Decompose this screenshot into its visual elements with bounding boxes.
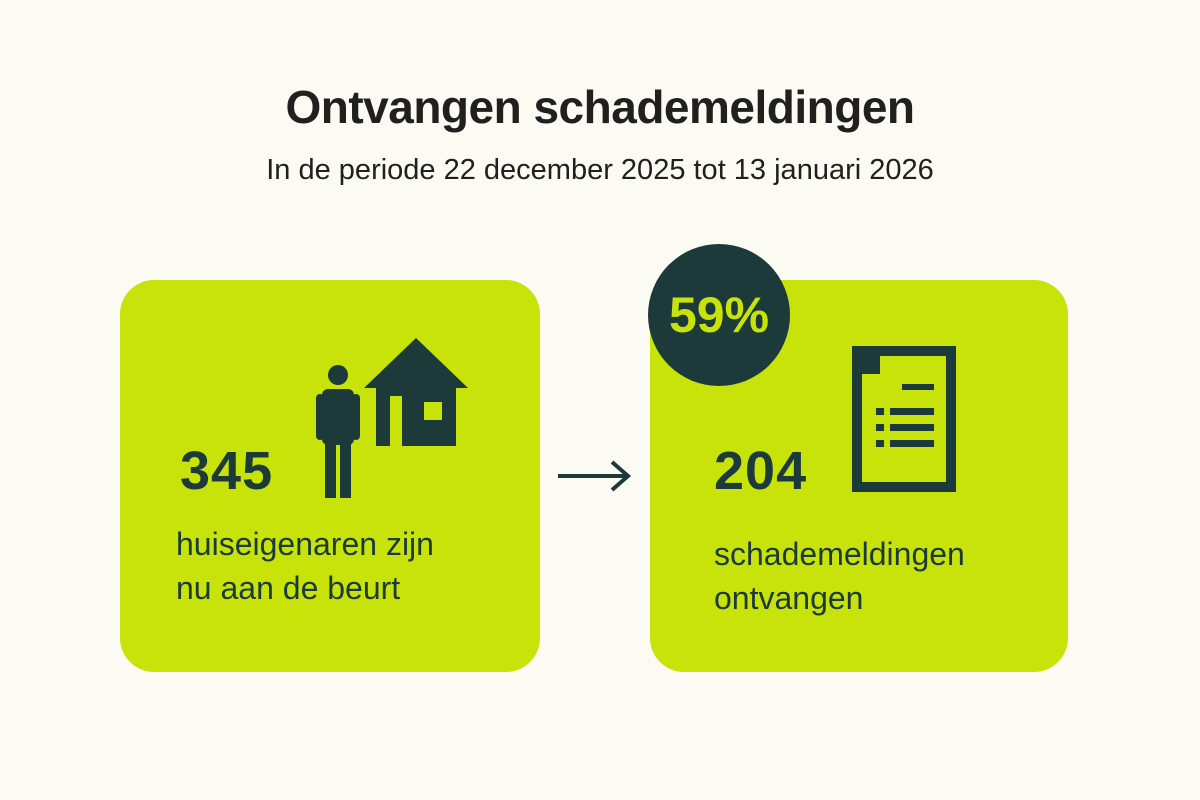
percentage-badge: 59% xyxy=(648,244,790,386)
homeowners-count: 345 xyxy=(180,441,274,501)
arrow-right-icon xyxy=(558,460,632,492)
person-icon xyxy=(316,365,360,498)
page-title: Ontvangen schademeldingen xyxy=(285,81,915,133)
homeowners-card: 345 huiseigenaren zijn nu aan de beurt xyxy=(120,280,540,672)
house-icon xyxy=(364,338,468,446)
claims-count: 204 xyxy=(714,441,808,501)
claims-description: schademeldingen ontvangen xyxy=(714,536,965,616)
document-icon xyxy=(852,346,956,492)
page-subtitle: In de periode 22 december 2025 tot 13 ja… xyxy=(266,154,934,186)
homeowners-description: huiseigenaren zijn nu aan de beurt xyxy=(176,526,434,606)
